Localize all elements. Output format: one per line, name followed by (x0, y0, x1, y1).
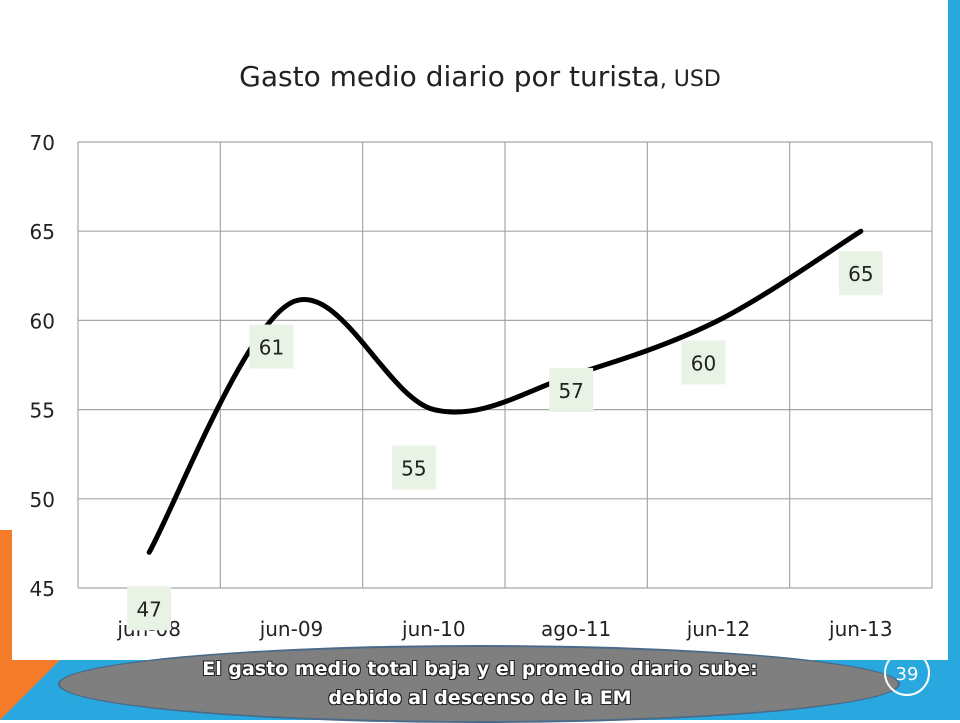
callout-text: El gasto medio total baja y el promedio … (60, 655, 900, 713)
data-labels: 47 61 55 57 60 65 (127, 251, 883, 631)
y-tick-label: 45 (30, 577, 55, 601)
x-tick-label: jun-12 (686, 617, 751, 641)
page-number: 39 (884, 650, 930, 696)
data-label: 55 (391, 445, 436, 490)
callout-ellipse (58, 645, 900, 723)
data-label-box (549, 367, 594, 412)
y-tick-label: 70 (30, 131, 55, 155)
data-label-text: 60 (691, 351, 716, 375)
data-label-text: 61 (259, 336, 284, 360)
data-label-box (391, 445, 436, 490)
data-label: 65 (838, 251, 883, 296)
orange-accent-bar (0, 530, 12, 660)
x-tick-label: jun-10 (401, 617, 466, 641)
data-label: 60 (681, 340, 726, 385)
x-tick-label: jun-09 (259, 617, 324, 641)
x-tick-label: ago-11 (541, 617, 611, 641)
data-label: 61 (249, 324, 294, 369)
data-label-text: 55 (401, 457, 426, 481)
blue-edge (948, 0, 960, 720)
data-label: 57 (549, 367, 594, 412)
y-tick-label: 50 (30, 488, 55, 512)
data-label: 47 (127, 586, 172, 631)
chart-title-unit: , USD (659, 67, 721, 92)
y-tick-label: 55 (30, 399, 55, 423)
callout-line-2: debido al descenso de la EM (328, 687, 632, 709)
data-label-box (249, 324, 294, 369)
callout-line-1: El gasto medio total baja y el promedio … (202, 658, 758, 680)
y-tick-label: 65 (30, 220, 55, 244)
data-label-box (127, 586, 172, 631)
data-label-box (838, 251, 883, 296)
x-tick-label: jun-13 (828, 617, 893, 641)
orange-accent-triangle (0, 660, 60, 720)
data-label-box (681, 340, 726, 385)
chart-title: Gasto medio diario por turista, USD (0, 60, 960, 93)
chart-title-text: Gasto medio diario por turista (239, 60, 660, 93)
data-label-text: 47 (136, 597, 161, 621)
data-label-text: 57 (558, 379, 583, 403)
y-tick-label: 60 (30, 309, 55, 333)
series-line (146, 228, 864, 555)
data-label-text: 65 (848, 262, 873, 286)
y-axis-tick-labels: 45 50 55 60 65 70 (30, 131, 55, 601)
chart-gridlines (77, 141, 933, 589)
content-card (12, 30, 948, 660)
